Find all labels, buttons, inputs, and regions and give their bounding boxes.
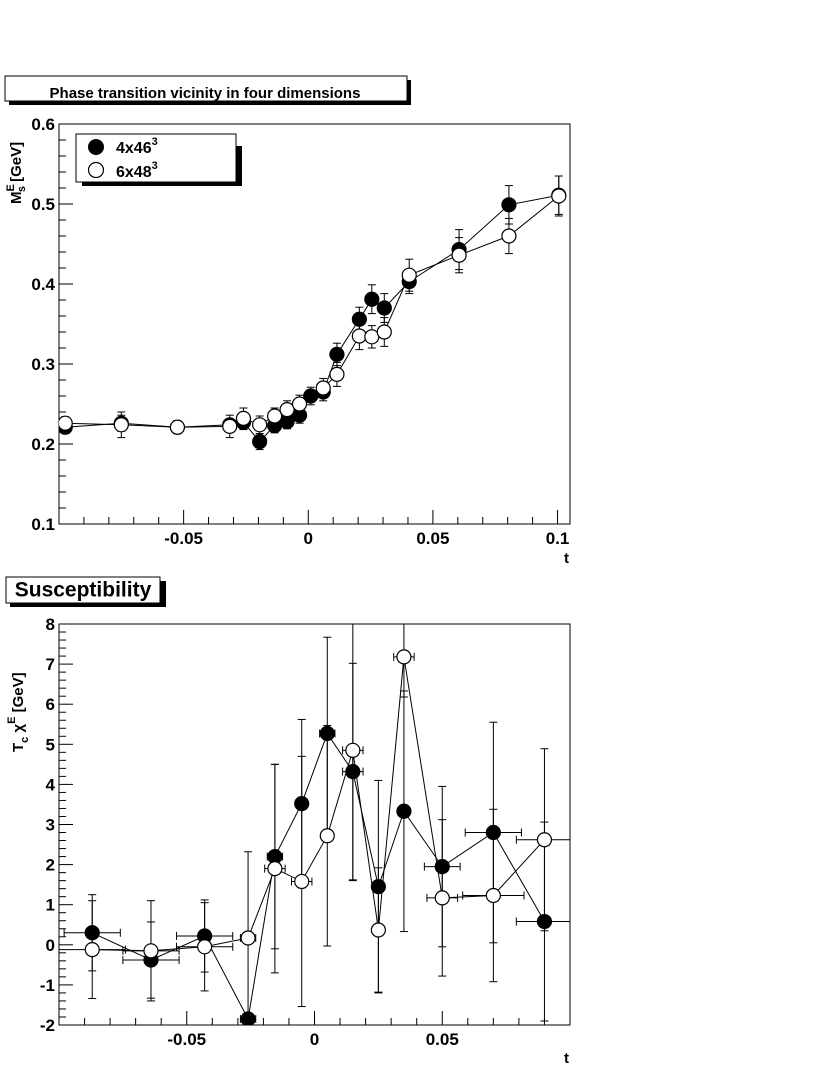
data-point-open [401,267,417,283]
series-line [92,656,545,952]
data-point-open [376,324,392,340]
y-tick-label: 0.4 [31,275,55,294]
data-point-open [501,228,517,244]
y-tick-label: 4 [46,775,56,794]
legend-label-4x46: 4x463 [116,136,158,157]
bottom-title-box: Susceptibility [5,576,166,607]
data-point-open [169,419,186,435]
bottom-chart: -2 -1 0 1 2 3 4 5 6 7 8 -0.05 0 0.05 t Tc χE [GeV] [6,615,571,1067]
plot-area [59,624,570,1025]
x-tick-label: 0 [310,1030,319,1049]
data-point-open [279,402,295,418]
data-point-open [113,417,129,433]
series-filled [59,175,567,451]
y-tick-label: 0.2 [31,435,55,454]
data-point-open [315,380,331,396]
y-tick-label: 5 [46,735,55,754]
bottom-series [59,624,570,1025]
plot-area [59,175,567,451]
y-tick-label: -2 [40,1016,55,1035]
data-point-open [267,861,283,877]
series-line [65,195,560,428]
top-y-tick-labels: 0.1 0.2 0.3 0.4 0.5 0.6 [31,115,55,534]
data-point-open [434,890,450,906]
top-x-axis-title: t [564,550,569,567]
top-axis-ticks [59,123,559,525]
data-point-open [370,922,386,938]
y-tick-label: 2 [46,856,55,875]
data-point-open [345,742,361,758]
x-tick-label: 0.05 [416,529,449,548]
x-tick-label: -0.05 [167,1030,206,1049]
legend-marker-open [87,161,105,179]
x-tick-label: 0.1 [546,529,570,548]
y-tick-label: 0 [46,936,55,955]
top-y-axis-title: MEs [GeV] [5,142,28,204]
top-chart-title: Phase transition vicinity in four dimens… [50,85,361,102]
top-x-tick-labels: -0.05 0 0.05 0.1 [164,529,569,548]
data-point-open [267,408,283,424]
data-point-open [451,247,467,263]
data-point-filled [396,803,412,819]
x-tick-label: -0.05 [164,529,203,548]
series-open [59,175,567,439]
bottom-axis-ticks [59,623,545,1026]
y-tick-label: 0.3 [31,355,55,374]
data-point-open [197,939,213,955]
bottom-x-axis-title: t [564,1050,569,1067]
top-chart: 0.1 0.2 0.3 0.4 0.5 0.6 -0.05 0 0.05 0.1 t MEs [… [5,115,571,567]
data-point-filled [376,300,392,316]
data-point-open [485,887,501,904]
y-tick-label: 0.1 [31,515,55,534]
x-tick-label: 0.05 [426,1030,459,1049]
data-point-open [396,649,412,665]
data-point-open [291,396,308,412]
y-tick-label: -1 [40,976,55,995]
data-point-filled [329,346,345,362]
series-line [91,732,545,1021]
data-point-open [551,188,567,204]
series-open [59,624,570,1025]
data-point-open [294,873,310,890]
legend: 4x463 6x483 [75,133,242,186]
bottom-chart-title: Susceptibility [15,579,152,602]
bottom-y-axis-title: Tc χE [GeV] [6,672,31,752]
y-tick-label: 1 [46,896,55,915]
data-point-open [222,418,238,434]
legend-marker-filled [88,139,104,155]
bottom-y-tick-labels: -2 -1 0 1 2 3 4 5 6 7 8 [40,615,56,1035]
data-point-filled [364,291,380,307]
y-tick-label: 8 [46,615,55,634]
data-point-filled [252,434,268,450]
data-point-open [143,943,159,959]
x-tick-label: 0 [304,529,313,548]
y-tick-label: 6 [46,695,55,714]
y-tick-label: 3 [46,816,55,835]
top-title-box: Phase transition vicinity in four dimens… [4,75,411,105]
legend-label-6x48: 6x483 [116,160,158,181]
bottom-x-tick-labels: -0.05 0 0.05 [167,1030,458,1049]
data-point-filled [501,197,517,213]
top-plot-frame [58,123,571,525]
data-point-open [240,930,256,946]
data-point-open [536,832,553,848]
data-point-open [329,366,345,382]
y-tick-label: 7 [46,655,55,674]
series-filled [63,636,570,1025]
data-point-open [235,410,252,426]
data-point-open [84,942,100,958]
y-tick-label: 0.6 [31,115,55,134]
data-point-open [319,828,335,844]
data-point-open [351,328,367,344]
data-point-open [59,415,73,431]
y-tick-label: 0.5 [31,195,55,214]
top-series [59,175,567,451]
data-point-open [252,417,268,433]
